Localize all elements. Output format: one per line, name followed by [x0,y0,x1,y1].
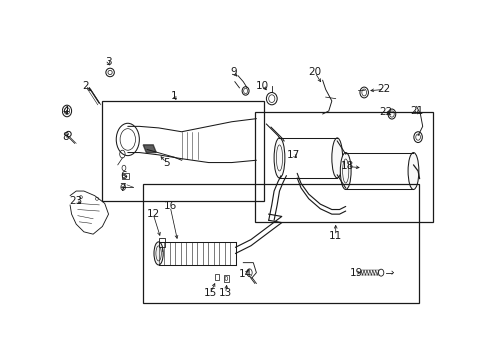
Text: 21: 21 [409,106,422,116]
Bar [214,274,218,280]
Ellipse shape [340,153,350,189]
Text: 16: 16 [163,202,176,211]
Ellipse shape [154,242,163,265]
Bar [143,184,418,303]
Ellipse shape [274,138,285,178]
Bar [254,112,432,222]
Text: 19: 19 [349,268,363,278]
Text: 1: 1 [170,91,177,100]
Text: 22: 22 [378,108,391,117]
Text: 8: 8 [62,132,69,142]
Text: 12: 12 [146,209,160,219]
Text: 14: 14 [239,269,252,279]
Text: 2: 2 [82,81,89,91]
Polygon shape [143,145,156,153]
Text: 18: 18 [340,161,353,171]
Ellipse shape [407,153,418,189]
Bar [159,238,164,247]
Text: 15: 15 [203,288,216,298]
Text: 20: 20 [308,67,321,77]
Text: 6: 6 [121,171,127,181]
Text: 23: 23 [69,196,82,206]
Bar [224,275,228,282]
Text: 22: 22 [377,84,390,94]
Text: 4: 4 [62,106,69,116]
Text: 13: 13 [219,288,232,298]
Text: 11: 11 [328,231,342,241]
Text: 5: 5 [163,158,169,167]
Text: 3: 3 [105,58,112,67]
Ellipse shape [331,138,342,178]
Text: 10: 10 [255,81,268,91]
Text: 17: 17 [286,150,299,160]
Text: 7: 7 [119,183,125,193]
Bar [122,173,129,179]
Bar [102,101,264,201]
Text: 9: 9 [229,67,236,77]
